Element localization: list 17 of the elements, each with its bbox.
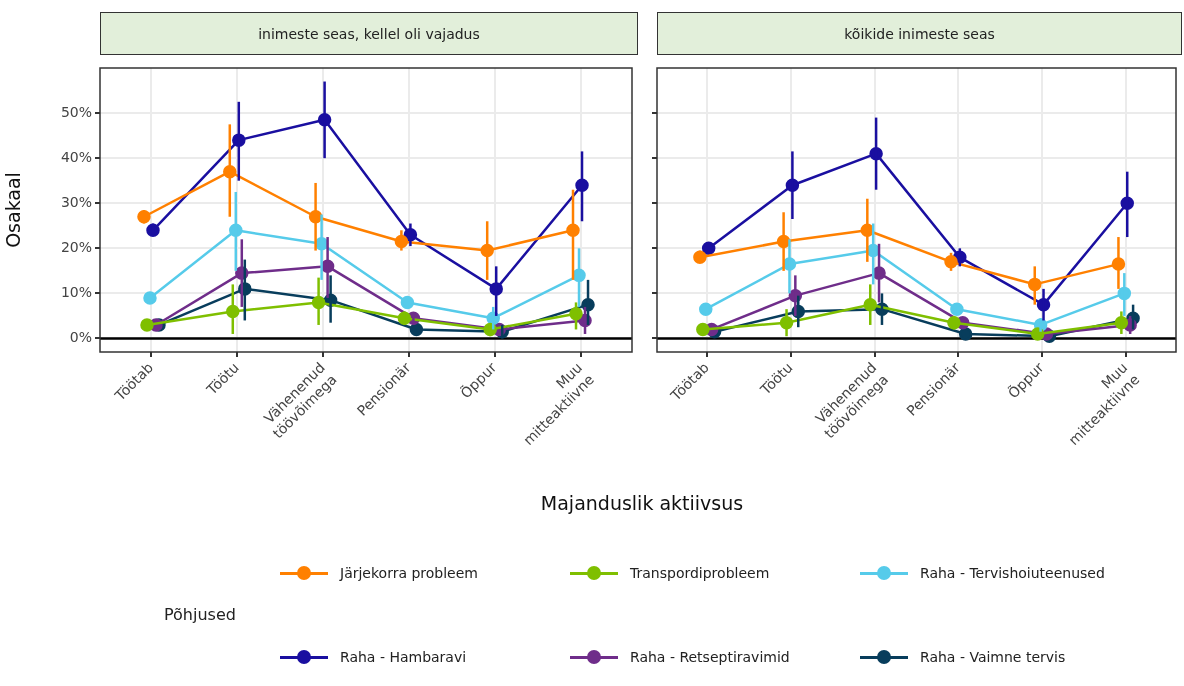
y-tick-label: 50% bbox=[60, 103, 92, 120]
legend-label: Transpordiprobleem bbox=[630, 565, 770, 581]
y-tick-label: 0% bbox=[69, 329, 92, 346]
legend-label: Raha - Tervishoiuteenused bbox=[920, 565, 1105, 581]
y-tick-label: 10% bbox=[60, 284, 92, 301]
y-tick-label: 30% bbox=[60, 193, 92, 210]
chart-title: inimeste seas, kellel oli vajadus bbox=[100, 12, 638, 55]
y-tick-label: 20% bbox=[60, 238, 92, 255]
legend-label: Raha - Vaimne tervis bbox=[920, 649, 1066, 665]
chart-title: kõikide inimeste seas bbox=[657, 12, 1182, 55]
legend-label: Järjekorra probleem bbox=[340, 565, 478, 581]
x-axis-title: Majanduslik aktiivsus bbox=[539, 492, 745, 514]
legend-label: Raha - Hambaravi bbox=[340, 649, 467, 665]
y-tick-label: 40% bbox=[60, 148, 92, 165]
y-axis-title: Osakaal bbox=[2, 172, 25, 248]
legend-label: Raha - Retseptiravimid bbox=[630, 649, 790, 665]
legend-title: Põhjused bbox=[164, 605, 236, 624]
